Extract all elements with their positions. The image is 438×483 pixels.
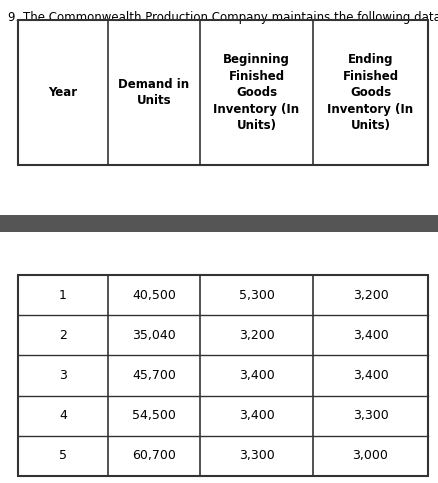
Text: 3,400: 3,400: [238, 369, 274, 382]
Text: 3: 3: [59, 369, 67, 382]
Text: 3,000: 3,000: [352, 449, 388, 462]
Text: 5,300: 5,300: [238, 289, 274, 301]
Text: 4: 4: [59, 409, 67, 422]
Text: Ending
Finished
Goods
Inventory (In
Units): Ending Finished Goods Inventory (In Unit…: [327, 53, 413, 132]
Bar: [18, 20, 427, 165]
Text: 3,300: 3,300: [352, 409, 388, 422]
Text: 60,700: 60,700: [132, 449, 176, 462]
Bar: [18, 275, 427, 476]
Text: 3,300: 3,300: [238, 449, 274, 462]
Text: 2: 2: [59, 329, 67, 342]
Text: 3,200: 3,200: [238, 329, 274, 342]
Text: 45,700: 45,700: [132, 369, 176, 382]
Text: 3,200: 3,200: [352, 289, 388, 301]
Text: 3,400: 3,400: [352, 329, 388, 342]
Text: 5: 5: [59, 449, 67, 462]
Text: 3,400: 3,400: [238, 409, 274, 422]
Text: Demand in
Units: Demand in Units: [118, 78, 189, 107]
Text: Year: Year: [48, 86, 78, 99]
Text: 35,040: 35,040: [132, 329, 176, 342]
Text: Beginning
Finished
Goods
Inventory (In
Units): Beginning Finished Goods Inventory (In U…: [213, 53, 299, 132]
Text: 1: 1: [59, 289, 67, 301]
Text: 54,500: 54,500: [132, 409, 176, 422]
Bar: [0, 215, 438, 232]
Text: 3,400: 3,400: [352, 369, 388, 382]
Text: 9. The Commonwealth Production Company maintains the following data:: 9. The Commonwealth Production Company m…: [8, 11, 438, 24]
Text: 40,500: 40,500: [132, 289, 176, 301]
